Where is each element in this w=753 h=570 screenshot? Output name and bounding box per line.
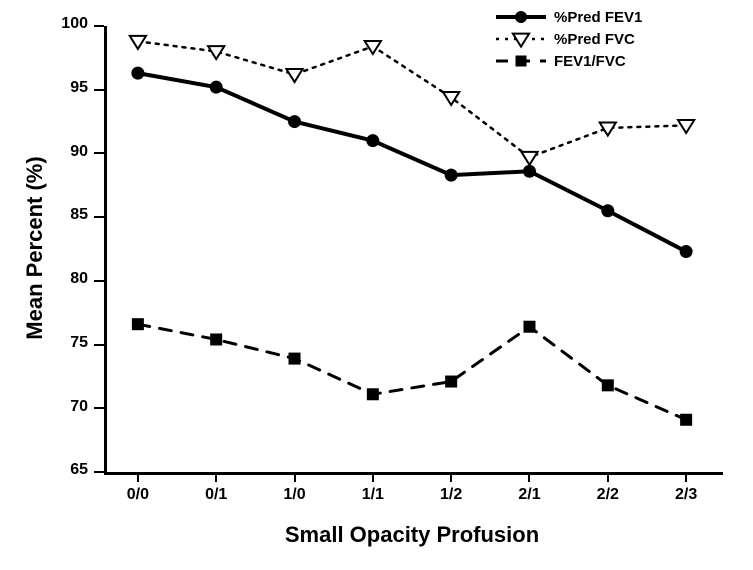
- legend-sample: [494, 6, 548, 28]
- legend-label: FEV1/FVC: [554, 53, 626, 70]
- x-tick-label: 0/0: [114, 486, 162, 504]
- y-tick: [94, 152, 104, 154]
- y-tick-label: 65: [46, 461, 88, 479]
- x-tick: [607, 472, 609, 482]
- x-tick: [215, 472, 217, 482]
- x-tick: [294, 472, 296, 482]
- chart-container: Mean Percent (%) Small Opacity Profusion…: [0, 0, 753, 570]
- x-tick: [372, 472, 374, 482]
- y-tick: [94, 89, 104, 91]
- series-line: [138, 73, 686, 251]
- chart-svg: [0, 0, 753, 570]
- y-tick: [94, 280, 104, 282]
- legend-label: %Pred FVC: [554, 31, 635, 48]
- y-tick-label: 95: [46, 79, 88, 97]
- x-tick-label: 1/2: [427, 486, 475, 504]
- legend-label: %Pred FEV1: [554, 9, 642, 26]
- x-tick-label: 1/1: [349, 486, 397, 504]
- y-tick-label: 90: [46, 143, 88, 161]
- y-tick: [94, 471, 104, 473]
- y-tick-label: 100: [46, 15, 88, 33]
- x-tick-label: 2/3: [662, 486, 710, 504]
- y-tick: [94, 25, 104, 27]
- x-tick-label: 1/0: [271, 486, 319, 504]
- x-tick: [137, 472, 139, 482]
- y-tick: [94, 216, 104, 218]
- legend-item: FEV1/FVC: [494, 50, 626, 72]
- y-tick-label: 70: [46, 398, 88, 416]
- y-tick-label: 80: [46, 270, 88, 288]
- legend-item: %Pred FVC: [494, 28, 635, 50]
- x-tick: [528, 472, 530, 482]
- x-tick-label: 2/1: [505, 486, 553, 504]
- y-tick-label: 85: [46, 206, 88, 224]
- x-tick-label: 2/2: [584, 486, 632, 504]
- x-tick: [450, 472, 452, 482]
- legend-sample: [494, 50, 548, 72]
- x-tick: [685, 472, 687, 482]
- x-tick-label: 0/1: [192, 486, 240, 504]
- y-tick: [94, 344, 104, 346]
- y-tick-label: 75: [46, 334, 88, 352]
- legend-sample: [494, 28, 548, 50]
- legend-item: %Pred FEV1: [494, 6, 642, 28]
- y-tick: [94, 407, 104, 409]
